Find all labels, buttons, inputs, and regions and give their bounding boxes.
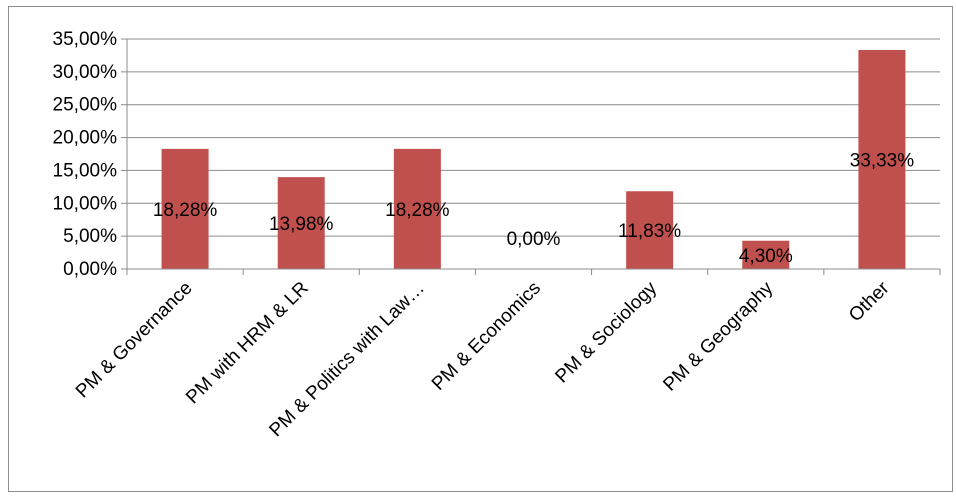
axes <box>121 38 941 275</box>
data-label: 13,98% <box>269 214 334 235</box>
y-tick-labels: 0,00% 5,00% 10,00% 15,00% 20,00% 25,00% 30,00%… <box>53 29 118 280</box>
bar <box>742 240 790 269</box>
category-label: Other <box>845 277 894 326</box>
bar <box>858 49 906 269</box>
gridlines <box>127 38 940 237</box>
bar <box>626 191 674 269</box>
y-tick-label: 0,00% <box>63 259 117 280</box>
data-label: 33,33% <box>850 150 915 171</box>
bar <box>393 148 441 269</box>
category-label: PM & Geography <box>659 277 777 395</box>
y-tick-label: 5,00% <box>63 226 117 247</box>
data-label: 4,30% <box>739 246 793 267</box>
data-label: 11,83% <box>618 221 681 242</box>
bars <box>161 49 906 269</box>
category-label: PM & Governance <box>72 278 197 403</box>
y-tick-label: 15,00% <box>53 160 118 181</box>
y-tick-label: 10,00% <box>53 193 118 214</box>
category-label: PM & Economics <box>428 278 545 395</box>
data-labels: 18,28% 13,98% 18,28% 0,00% 11,83% 4,30% 33,33% <box>153 150 914 266</box>
category-label: PM with HRM & LR <box>182 278 313 409</box>
y-tick-label: 35,00% <box>53 29 118 50</box>
y-tick-label: 30,00% <box>53 62 118 83</box>
y-tick-label: 20,00% <box>53 128 118 149</box>
data-label: 18,28% <box>385 200 450 221</box>
data-label: 18,28% <box>153 200 218 221</box>
category-label: PM & Sociology <box>551 277 661 387</box>
y-tick-label: 25,00% <box>53 95 118 116</box>
data-label: 0,00% <box>507 229 561 250</box>
bar <box>277 177 325 269</box>
bar <box>161 148 209 269</box>
